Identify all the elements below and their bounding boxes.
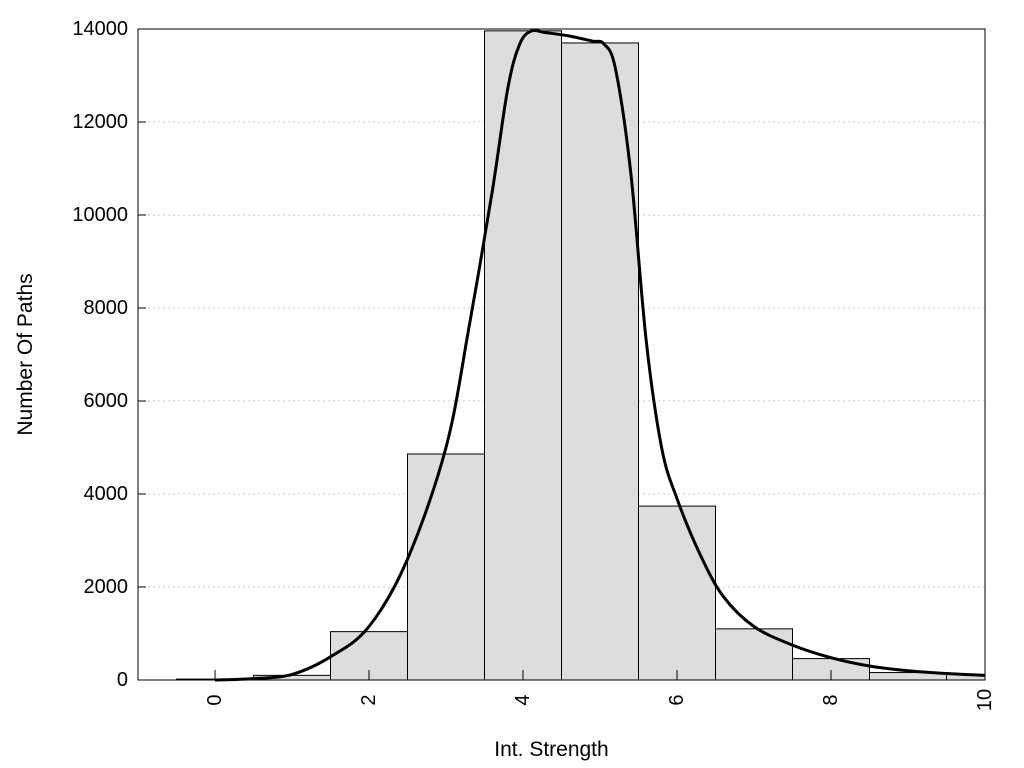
x-tick-label: 2 bbox=[358, 694, 380, 705]
histogram-bars bbox=[176, 30, 986, 681]
x-tick-label: 10 bbox=[974, 689, 996, 711]
plot-frame bbox=[137, 28, 986, 681]
histogram-bar bbox=[407, 453, 485, 681]
x-tick-label: 4 bbox=[512, 694, 534, 705]
y-tick-label: 2000 bbox=[84, 576, 129, 598]
y-tick-label: 0 bbox=[117, 669, 128, 691]
x-tick-label: 6 bbox=[666, 694, 688, 705]
y-tick-label: 12000 bbox=[72, 111, 128, 133]
x-tick-label: 8 bbox=[820, 694, 842, 705]
histogram-bar bbox=[484, 30, 562, 681]
fit-curve-layer bbox=[214, 29, 986, 682]
y-tick-label: 6000 bbox=[84, 390, 129, 412]
histogram-bar bbox=[715, 628, 793, 681]
y-tick-label: 4000 bbox=[84, 483, 129, 505]
x-axis-label: Int. Strength bbox=[494, 738, 608, 761]
y-axis-label: Number Of Paths bbox=[14, 273, 37, 435]
x-tick-label: 0 bbox=[204, 694, 226, 705]
y-axis-ticks: 0 2000 4000 6000 8000 10000 12000 14000 bbox=[72, 18, 146, 691]
y-tick-label: 14000 bbox=[72, 18, 128, 40]
histogram-bar bbox=[638, 505, 716, 681]
x-axis-ticks: 0 2 4 6 8 10 bbox=[204, 670, 996, 711]
histogram-bar bbox=[561, 42, 639, 681]
fit-curve bbox=[214, 29, 986, 682]
y-tick-label: 10000 bbox=[72, 204, 128, 226]
y-tick-label: 8000 bbox=[84, 297, 129, 319]
grid-lines bbox=[138, 121, 985, 588]
